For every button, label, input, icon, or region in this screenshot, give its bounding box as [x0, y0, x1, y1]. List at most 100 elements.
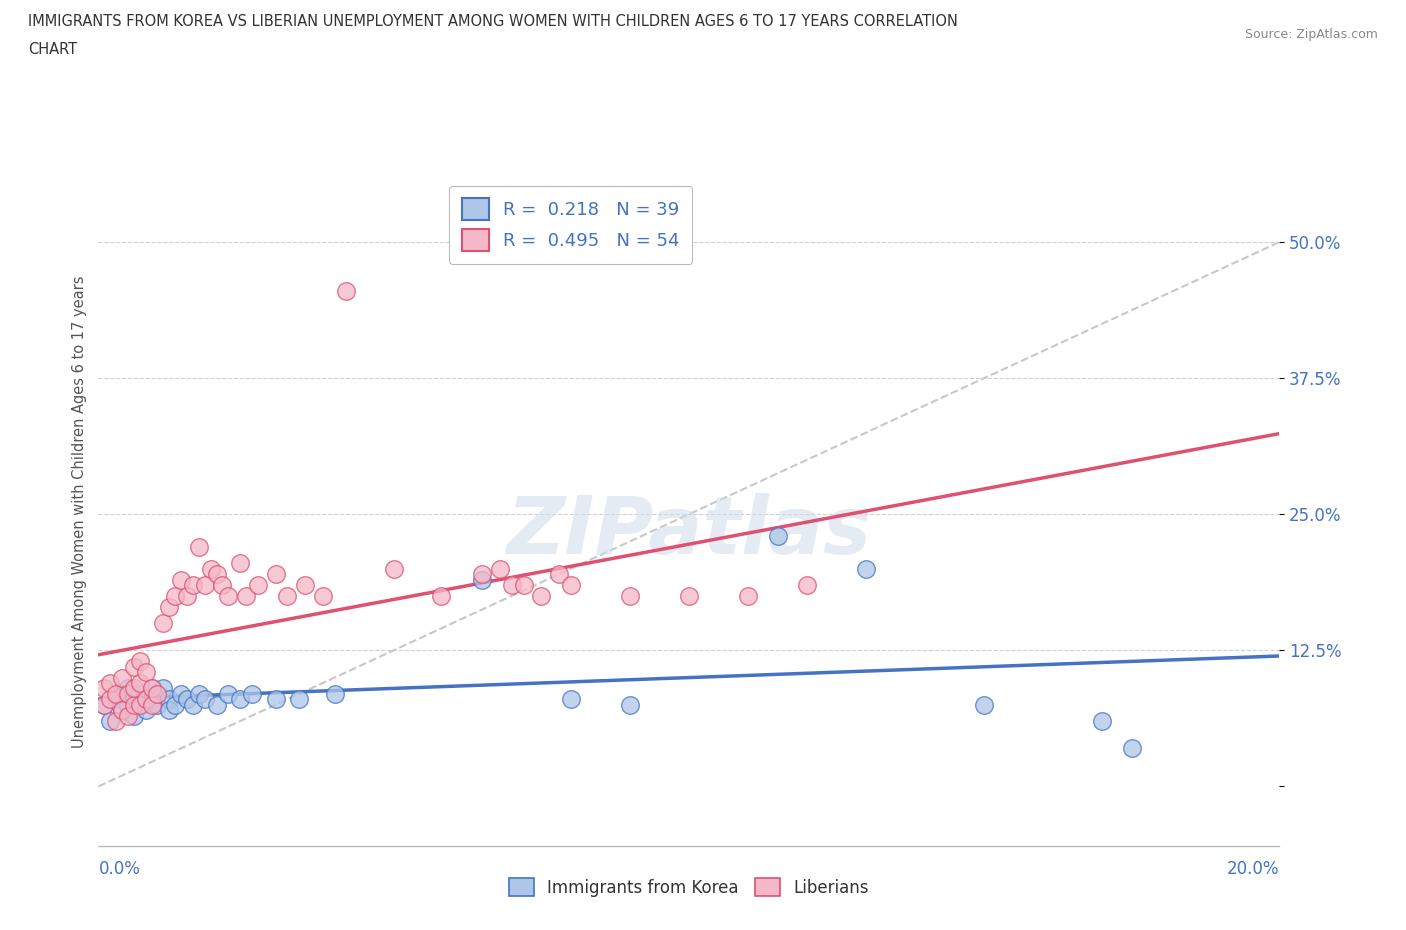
Point: [530, 589, 553, 604]
Point: [181, 578, 204, 592]
Point: [200, 561, 222, 576]
Point: [855, 561, 877, 576]
Point: [737, 589, 759, 604]
Point: [264, 692, 287, 707]
Point: [560, 578, 582, 592]
Point: [117, 686, 139, 701]
Point: [128, 698, 150, 712]
Point: [176, 589, 198, 604]
Point: [264, 566, 287, 581]
Point: [111, 686, 134, 701]
Point: [105, 692, 128, 707]
Point: [288, 692, 311, 707]
Text: Source: ZipAtlas.com: Source: ZipAtlas.com: [1244, 28, 1378, 41]
Point: [294, 578, 316, 592]
Y-axis label: Unemployment Among Women with Children Ages 6 to 17 years: Unemployment Among Women with Children A…: [72, 275, 87, 748]
Point: [211, 578, 233, 592]
Point: [170, 686, 193, 701]
Point: [619, 589, 641, 604]
Point: [117, 709, 139, 724]
Point: [619, 698, 641, 712]
Point: [122, 659, 145, 674]
Point: [128, 675, 150, 690]
Point: [766, 528, 789, 543]
Point: [678, 589, 700, 604]
Point: [312, 589, 335, 604]
Point: [122, 698, 145, 712]
Point: [170, 572, 193, 587]
Text: ZIPatlas: ZIPatlas: [506, 493, 872, 571]
Point: [157, 599, 180, 614]
Point: [335, 284, 357, 299]
Point: [430, 589, 453, 604]
Point: [135, 692, 157, 707]
Point: [229, 692, 252, 707]
Point: [194, 692, 217, 707]
Point: [548, 566, 571, 581]
Point: [512, 578, 534, 592]
Point: [157, 692, 180, 707]
Point: [382, 561, 405, 576]
Point: [93, 698, 115, 712]
Point: [323, 686, 346, 701]
Point: [1121, 741, 1143, 756]
Point: [146, 698, 169, 712]
Point: [122, 681, 145, 696]
Point: [205, 566, 228, 581]
Point: [93, 698, 115, 712]
Point: [141, 681, 163, 696]
Point: [501, 578, 523, 592]
Point: [471, 566, 494, 581]
Point: [111, 703, 134, 718]
Point: [128, 686, 150, 701]
Point: [973, 698, 995, 712]
Point: [117, 698, 139, 712]
Point: [240, 686, 263, 701]
Point: [165, 589, 187, 604]
Point: [128, 654, 150, 669]
Point: [111, 703, 134, 718]
Point: [98, 713, 121, 728]
Point: [176, 692, 198, 707]
Point: [187, 686, 209, 701]
Point: [135, 665, 157, 680]
Point: [141, 692, 163, 707]
Point: [560, 692, 582, 707]
Point: [98, 692, 121, 707]
Point: [146, 686, 169, 701]
Point: [105, 713, 128, 728]
Point: [152, 616, 174, 631]
Point: [122, 692, 145, 707]
Point: [217, 686, 239, 701]
Point: [194, 578, 217, 592]
Point: [122, 709, 145, 724]
Point: [235, 589, 257, 604]
Point: [187, 539, 209, 554]
Text: IMMIGRANTS FROM KOREA VS LIBERIAN UNEMPLOYMENT AMONG WOMEN WITH CHILDREN AGES 6 : IMMIGRANTS FROM KOREA VS LIBERIAN UNEMPL…: [28, 14, 957, 29]
Point: [276, 589, 298, 604]
Point: [229, 556, 252, 571]
Text: 0.0%: 0.0%: [98, 860, 141, 878]
Point: [205, 698, 228, 712]
Point: [105, 686, 128, 701]
Point: [93, 681, 115, 696]
Point: [146, 686, 169, 701]
Point: [217, 589, 239, 604]
Point: [1091, 713, 1114, 728]
Point: [117, 681, 139, 696]
Point: [141, 681, 163, 696]
Point: [796, 578, 818, 592]
Point: [471, 572, 494, 587]
Point: [246, 578, 269, 592]
Point: [98, 675, 121, 690]
Point: [165, 698, 187, 712]
Point: [135, 703, 157, 718]
Text: CHART: CHART: [28, 42, 77, 57]
Legend: Immigrants from Korea, Liberians: Immigrants from Korea, Liberians: [501, 870, 877, 905]
Text: 20.0%: 20.0%: [1227, 860, 1279, 878]
Point: [181, 698, 204, 712]
Point: [157, 703, 180, 718]
Point: [111, 671, 134, 685]
Point: [489, 561, 512, 576]
Point: [141, 698, 163, 712]
